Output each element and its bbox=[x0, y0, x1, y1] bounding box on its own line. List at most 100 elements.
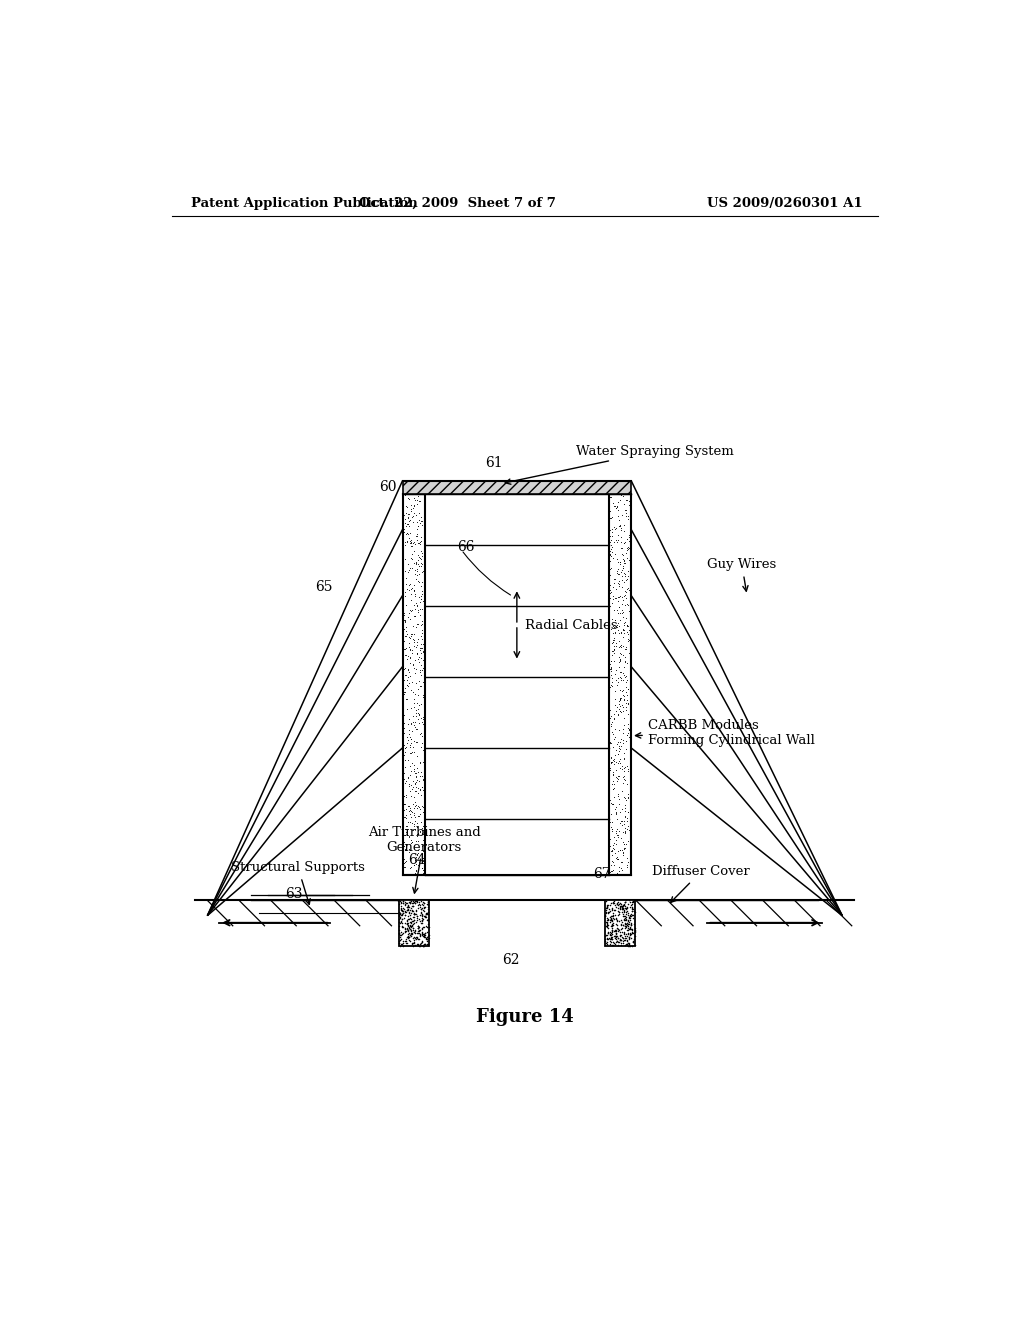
Point bbox=[402, 599, 419, 620]
Point bbox=[403, 623, 420, 644]
Point bbox=[408, 560, 424, 581]
Point bbox=[408, 552, 424, 573]
Point bbox=[616, 837, 633, 858]
Point bbox=[608, 923, 625, 944]
Point bbox=[601, 653, 617, 675]
Point bbox=[617, 924, 634, 945]
Point bbox=[604, 711, 621, 733]
Point bbox=[623, 634, 639, 655]
Point bbox=[610, 928, 627, 949]
Point bbox=[403, 742, 420, 763]
Point bbox=[624, 913, 640, 935]
Point bbox=[396, 735, 413, 756]
Point bbox=[603, 913, 620, 935]
Point bbox=[404, 536, 421, 557]
Point bbox=[391, 932, 408, 953]
Point bbox=[396, 705, 413, 726]
Point bbox=[615, 663, 632, 684]
Point bbox=[400, 579, 417, 601]
Point bbox=[615, 684, 632, 705]
Point bbox=[611, 696, 628, 717]
Point bbox=[625, 931, 641, 952]
Point bbox=[404, 615, 421, 636]
Point bbox=[413, 676, 429, 697]
Point bbox=[617, 797, 634, 818]
Point bbox=[395, 768, 412, 789]
Point bbox=[409, 519, 425, 540]
Point bbox=[404, 512, 421, 533]
Point bbox=[403, 898, 420, 919]
Point bbox=[621, 801, 637, 822]
Point bbox=[395, 734, 412, 755]
Point bbox=[416, 836, 432, 857]
Point bbox=[605, 492, 622, 513]
Point bbox=[622, 906, 638, 927]
Point bbox=[602, 565, 618, 586]
Point bbox=[404, 923, 421, 944]
Point bbox=[392, 927, 409, 948]
Point bbox=[616, 766, 633, 787]
Point bbox=[616, 499, 633, 520]
Point bbox=[409, 891, 425, 912]
Point bbox=[615, 520, 632, 541]
Point bbox=[617, 500, 634, 521]
Point bbox=[608, 847, 625, 869]
Point bbox=[617, 697, 634, 718]
Point bbox=[404, 927, 421, 948]
Point bbox=[604, 671, 621, 692]
Point bbox=[409, 635, 425, 656]
Point bbox=[618, 543, 635, 564]
Point bbox=[415, 847, 431, 869]
Point bbox=[615, 708, 632, 729]
Point bbox=[602, 909, 618, 931]
Point bbox=[394, 808, 411, 829]
Point bbox=[623, 834, 639, 855]
Point bbox=[604, 863, 621, 884]
Point bbox=[414, 545, 430, 566]
Point bbox=[411, 805, 427, 826]
Point bbox=[394, 834, 411, 855]
Point bbox=[417, 923, 433, 944]
Point bbox=[413, 548, 429, 569]
Point bbox=[614, 895, 631, 916]
Point bbox=[604, 632, 621, 653]
Point bbox=[606, 933, 623, 954]
Point bbox=[617, 908, 634, 929]
Point bbox=[622, 610, 638, 631]
Point bbox=[413, 576, 429, 597]
Point bbox=[397, 904, 414, 925]
Point bbox=[622, 647, 638, 668]
Point bbox=[420, 909, 436, 931]
Point bbox=[623, 548, 639, 569]
Point bbox=[614, 859, 631, 880]
Point bbox=[615, 656, 632, 677]
Point bbox=[395, 521, 412, 543]
Point bbox=[612, 858, 629, 879]
Point bbox=[412, 598, 428, 619]
Point bbox=[615, 589, 632, 610]
Point bbox=[612, 635, 629, 656]
Point bbox=[400, 766, 417, 787]
Point bbox=[403, 779, 420, 800]
Point bbox=[411, 510, 427, 531]
Point bbox=[392, 907, 409, 928]
Point bbox=[603, 821, 620, 842]
Point bbox=[406, 932, 422, 953]
Point bbox=[602, 760, 618, 781]
Point bbox=[617, 581, 634, 602]
Point bbox=[398, 648, 415, 669]
Point bbox=[410, 805, 426, 826]
Point bbox=[410, 777, 426, 799]
Point bbox=[609, 849, 626, 870]
Point bbox=[603, 593, 620, 614]
Point bbox=[618, 528, 635, 549]
Point bbox=[620, 929, 636, 950]
Point bbox=[409, 524, 425, 545]
Point bbox=[617, 770, 634, 791]
Point bbox=[395, 507, 412, 528]
Point bbox=[403, 832, 420, 853]
Point bbox=[611, 920, 628, 941]
Point bbox=[621, 579, 637, 601]
Point bbox=[625, 891, 641, 912]
Point bbox=[403, 933, 420, 954]
